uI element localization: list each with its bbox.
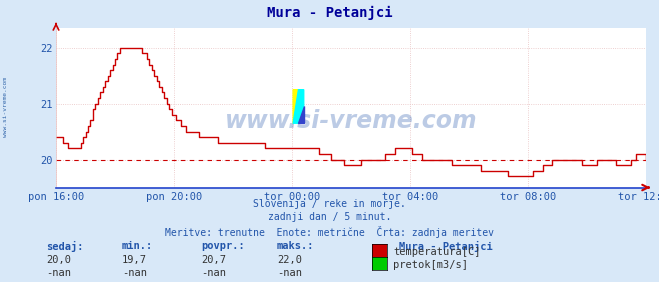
Text: -nan: -nan <box>277 268 302 278</box>
Text: min.:: min.: <box>122 241 153 251</box>
Text: 20,7: 20,7 <box>201 255 226 265</box>
Text: www.si-vreme.com: www.si-vreme.com <box>225 109 477 133</box>
Text: 20,0: 20,0 <box>46 255 71 265</box>
Text: maks.:: maks.: <box>277 241 314 251</box>
Text: pretok[m3/s]: pretok[m3/s] <box>393 260 469 270</box>
Text: 19,7: 19,7 <box>122 255 147 265</box>
Text: Meritve: trenutne  Enote: metrične  Črta: zadnja meritev: Meritve: trenutne Enote: metrične Črta: … <box>165 226 494 238</box>
Polygon shape <box>293 90 304 123</box>
Text: -nan: -nan <box>122 268 147 278</box>
Text: povpr.:: povpr.: <box>201 241 244 251</box>
Text: -nan: -nan <box>201 268 226 278</box>
Text: www.si-vreme.com: www.si-vreme.com <box>3 77 8 137</box>
Text: Slovenija / reke in morje.: Slovenija / reke in morje. <box>253 199 406 209</box>
Text: zadnji dan / 5 minut.: zadnji dan / 5 minut. <box>268 212 391 222</box>
Text: Mura - Petanjci: Mura - Petanjci <box>267 6 392 20</box>
Polygon shape <box>299 107 304 123</box>
Text: temperatura[C]: temperatura[C] <box>393 247 481 257</box>
Text: sedaj:: sedaj: <box>46 241 84 252</box>
Text: 22,0: 22,0 <box>277 255 302 265</box>
Polygon shape <box>293 90 299 123</box>
Text: -nan: -nan <box>46 268 71 278</box>
Text: Mura - Petanjci: Mura - Petanjci <box>399 241 492 252</box>
